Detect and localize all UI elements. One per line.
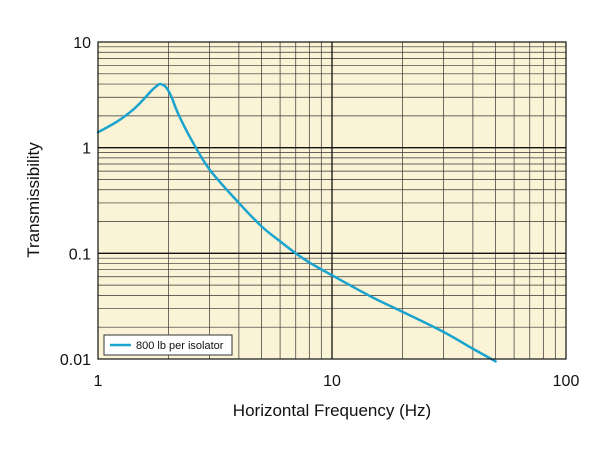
- series-point: [442, 331, 444, 333]
- x-tick-label: 100: [553, 373, 580, 390]
- x-tick-label: 10: [323, 373, 341, 390]
- x-tick-labels: 1 10 100: [94, 373, 580, 390]
- series-point: [494, 360, 496, 362]
- plot-frame: [97, 41, 567, 360]
- y-tick-label: 0.01: [60, 352, 91, 369]
- x-tick-label: 1: [94, 373, 103, 390]
- series-point: [115, 121, 117, 123]
- series-point: [170, 95, 172, 97]
- series-point: [308, 261, 310, 263]
- series-point: [472, 348, 474, 350]
- series-point: [157, 84, 159, 86]
- series-point: [279, 240, 281, 242]
- series-point: [165, 86, 167, 88]
- legend-box: [103, 334, 233, 356]
- series-point: [401, 311, 403, 313]
- series-line-800-lb-per-isolator: [96, 82, 497, 363]
- y-tick-labels: 0.01 0.1 1 10: [60, 35, 91, 369]
- y-tick-label: 1: [82, 141, 91, 158]
- series-point: [190, 138, 192, 140]
- series-point: [238, 202, 240, 204]
- series-point: [295, 252, 297, 254]
- series-point: [331, 274, 333, 276]
- series-point: [372, 297, 374, 299]
- major-grid: [98, 42, 566, 359]
- y-axis-label: Transmissibility: [24, 142, 43, 258]
- series-point: [208, 168, 210, 170]
- x-axis-label: Horizontal Frequency (Hz): [233, 401, 431, 420]
- series-point: [131, 109, 133, 111]
- series-point: [260, 225, 262, 227]
- series-point: [159, 83, 161, 85]
- y-tick-label: 0.1: [69, 246, 91, 263]
- series-point: [177, 112, 179, 114]
- series-point: [151, 89, 153, 91]
- legend: 800 lb per isolator: [103, 334, 233, 356]
- legend-entry: 800 lb per isolator: [136, 340, 224, 352]
- series-point: [141, 99, 143, 101]
- y-tick-label: 10: [73, 35, 91, 52]
